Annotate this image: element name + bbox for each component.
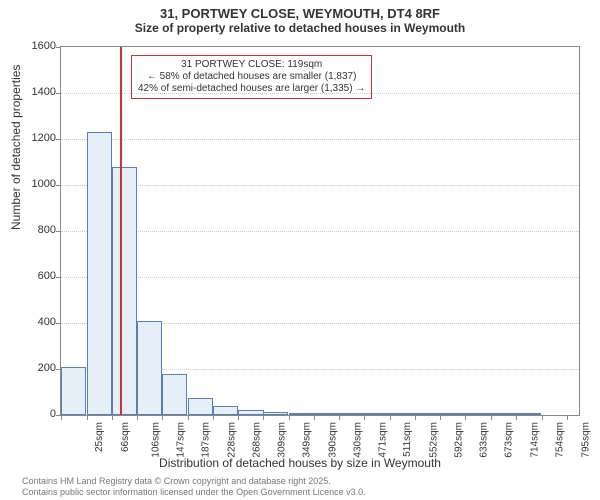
histogram-bar (213, 406, 238, 415)
grid-line (61, 277, 579, 278)
x-tick-label: 754sqm (555, 422, 566, 458)
x-tick-label: 714sqm (530, 422, 541, 458)
y-tick (56, 93, 61, 94)
footer-text: Contains HM Land Registry data © Crown c… (22, 476, 366, 498)
x-tick-label: 349sqm (302, 422, 313, 458)
y-tick-label: 800 (16, 224, 56, 236)
histogram-bar (162, 374, 187, 415)
annotation-line-1: 31 PORTWEY CLOSE: 119sqm (138, 59, 365, 71)
x-tick (289, 415, 290, 420)
x-tick (61, 415, 62, 420)
y-tick (56, 47, 61, 48)
y-tick (56, 323, 61, 324)
annotation-line-2: ← 58% of detached houses are smaller (1,… (138, 71, 365, 83)
x-tick (238, 415, 239, 420)
y-tick-label: 0 (16, 408, 56, 420)
x-tick-label: 106sqm (150, 422, 161, 458)
y-tick-label: 1600 (16, 40, 56, 52)
chart-container: 31, PORTWEY CLOSE, WEYMOUTH, DT4 8RF Siz… (0, 0, 600, 500)
x-tick-label: 673sqm (504, 422, 515, 458)
histogram-bar (364, 413, 389, 415)
chart-subtitle: Size of property relative to detached ho… (0, 21, 600, 35)
x-tick (162, 415, 163, 420)
marker-line (120, 47, 122, 415)
x-tick-label: 147sqm (176, 422, 187, 458)
x-tick-label: 390sqm (327, 422, 338, 458)
histogram-bar (491, 413, 516, 415)
x-tick (364, 415, 365, 420)
x-tick (567, 415, 568, 420)
plot-area: 31 PORTWEY CLOSE: 119sqm ← 58% of detach… (60, 46, 580, 416)
x-tick (465, 415, 466, 420)
footer-line-2: Contains public sector information licen… (22, 487, 366, 498)
x-tick (516, 415, 517, 420)
x-tick-label: 228sqm (226, 422, 237, 458)
x-tick-label: 187sqm (201, 422, 212, 458)
histogram-bar (137, 321, 162, 415)
x-tick-label: 633sqm (479, 422, 490, 458)
histogram-bar (238, 410, 263, 415)
x-tick-label: 592sqm (453, 422, 464, 458)
x-tick (263, 415, 264, 420)
y-tick-label: 1400 (16, 86, 56, 98)
x-tick (213, 415, 214, 420)
y-tick-label: 200 (16, 362, 56, 374)
histogram-bar (415, 413, 440, 415)
x-tick (440, 415, 441, 420)
y-tick-label: 1000 (16, 178, 56, 190)
histogram-bar (263, 412, 288, 415)
x-tick (390, 415, 391, 420)
y-tick-label: 400 (16, 316, 56, 328)
x-tick (188, 415, 189, 420)
x-tick (87, 415, 88, 420)
x-tick-label: 511sqm (402, 422, 413, 457)
x-tick (339, 415, 340, 420)
histogram-bar (516, 413, 541, 415)
x-tick (112, 415, 113, 420)
x-tick (542, 415, 543, 420)
y-tick (56, 139, 61, 140)
chart-title: 31, PORTWEY CLOSE, WEYMOUTH, DT4 8RF (0, 0, 600, 21)
x-tick (491, 415, 492, 420)
x-axis-label: Distribution of detached houses by size … (0, 456, 600, 470)
grid-line (61, 185, 579, 186)
grid-line (61, 231, 579, 232)
footer-line-1: Contains HM Land Registry data © Crown c… (22, 476, 366, 487)
histogram-bar (390, 413, 415, 415)
histogram-bar (440, 413, 465, 415)
x-tick-label: 795sqm (580, 422, 591, 458)
x-tick-label: 471sqm (378, 422, 389, 458)
x-tick-label: 552sqm (428, 422, 439, 458)
x-tick-label: 268sqm (251, 422, 262, 458)
histogram-bar (339, 413, 364, 415)
y-tick (56, 231, 61, 232)
x-tick-label: 25sqm (94, 422, 105, 452)
y-tick (56, 277, 61, 278)
x-tick-label: 430sqm (352, 422, 363, 458)
y-tick-label: 1200 (16, 132, 56, 144)
histogram-bar (465, 413, 490, 415)
histogram-bar (112, 167, 137, 415)
histogram-bar (87, 132, 112, 415)
histogram-bar (314, 413, 339, 415)
x-tick (314, 415, 315, 420)
histogram-bar (289, 413, 314, 415)
x-tick-label: 309sqm (277, 422, 288, 458)
y-tick-label: 600 (16, 270, 56, 282)
x-tick (137, 415, 138, 420)
x-tick-label: 66sqm (120, 422, 131, 452)
y-tick (56, 185, 61, 186)
x-tick (415, 415, 416, 420)
grid-line (61, 93, 579, 94)
grid-line (61, 139, 579, 140)
histogram-bar (188, 398, 213, 415)
histogram-bar (61, 367, 86, 415)
